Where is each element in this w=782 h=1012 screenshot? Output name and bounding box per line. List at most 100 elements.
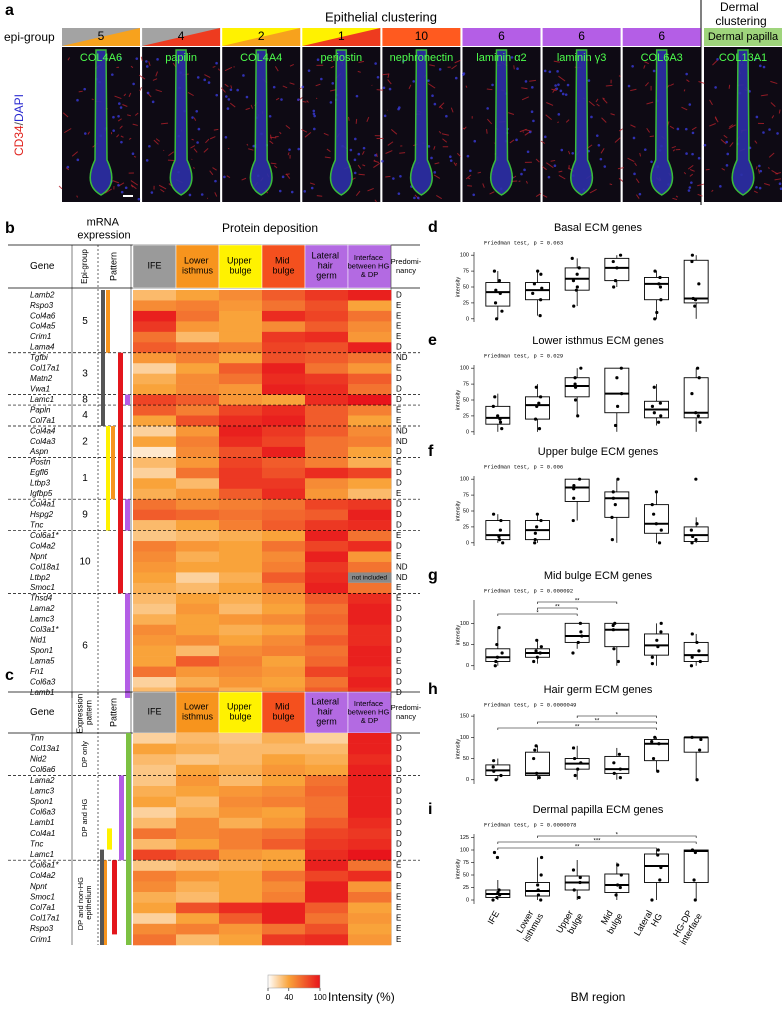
texture (453, 162, 457, 167)
data-point (495, 317, 499, 321)
stat-note: Friedman test, p = 0.0000049 (484, 701, 576, 708)
data-point (658, 878, 662, 882)
texture (392, 177, 395, 180)
texture (223, 175, 226, 179)
gene-label: Tgfbi (30, 353, 48, 362)
data-point (611, 259, 615, 264)
data-point (652, 411, 656, 415)
heat-cell (348, 828, 392, 840)
data-point (610, 515, 614, 519)
data-point (536, 888, 540, 892)
heat-cell (348, 541, 392, 552)
predominancy: ND (396, 573, 408, 582)
heat-cell (305, 775, 349, 787)
heat-cell (133, 582, 177, 594)
texture (473, 139, 477, 143)
heat-cell (262, 881, 306, 893)
heat-cell (176, 582, 220, 594)
texture (521, 96, 530, 101)
heat-cell (219, 796, 263, 808)
heat-cell (262, 849, 306, 861)
texture (301, 85, 305, 89)
heat-cell (219, 363, 263, 374)
heat-cell (176, 817, 220, 829)
group-label: 9 (82, 510, 88, 521)
texture (122, 104, 128, 107)
texture (303, 190, 307, 193)
texture (229, 88, 233, 92)
heat-cell (348, 764, 392, 776)
texture (456, 152, 461, 157)
predominancy: D (396, 646, 402, 655)
texture (116, 134, 120, 138)
heat-cell (305, 331, 349, 343)
texture (697, 193, 703, 197)
texture (324, 156, 331, 159)
data-point (610, 538, 614, 542)
predominancy: E (396, 552, 401, 561)
gene-label: Npnt (30, 552, 48, 561)
texture (326, 148, 331, 153)
heat-cell (348, 733, 392, 744)
box (525, 396, 550, 420)
column-header-cell (347, 691, 392, 734)
data-point (656, 645, 660, 649)
heat-cell (348, 310, 392, 322)
predominancy: D (396, 667, 402, 676)
heat-cell (219, 743, 263, 755)
texture (525, 180, 528, 184)
heat-cell (348, 860, 392, 872)
heat-cell (305, 764, 349, 776)
texture (153, 139, 159, 145)
heat-cell (219, 478, 263, 490)
heat-cell (133, 764, 177, 776)
data-point (532, 282, 537, 286)
gene-label: Col6a6 (30, 765, 56, 774)
heat-cell (176, 807, 220, 819)
heat-cell (262, 839, 306, 850)
group-label: 6 (498, 29, 505, 43)
heat-cell (176, 892, 220, 903)
heat-cell (133, 478, 177, 490)
texture (434, 162, 440, 165)
gene-label: Col13a1 (30, 744, 60, 753)
group-cell (222, 28, 301, 46)
sig-bracket (537, 721, 657, 724)
texture (540, 140, 546, 144)
pattern-bar (125, 394, 130, 406)
texture (132, 123, 138, 126)
texture (545, 114, 552, 121)
stat-note: Friedman test, p = 0.0000078 (484, 821, 576, 828)
stat-note: Friedman test, p = 0.000092 (484, 587, 573, 594)
heat-cell (176, 384, 220, 395)
predominancy: E (396, 364, 401, 373)
texture (413, 196, 416, 200)
heat-cell (219, 934, 263, 946)
texture (767, 167, 770, 169)
texture (449, 155, 452, 159)
texture (639, 152, 642, 157)
texture (686, 79, 690, 83)
data-point (653, 317, 657, 321)
heat-cell (219, 499, 263, 510)
texture (161, 122, 169, 125)
texture (762, 65, 766, 69)
column-header-cell (347, 244, 392, 289)
heat-cell (305, 488, 349, 500)
heat-cell (348, 321, 392, 333)
texture (268, 114, 272, 118)
panel-label: b (5, 220, 15, 237)
data-point (612, 771, 616, 775)
heat-cell (348, 478, 392, 490)
texture (148, 144, 151, 148)
heat-cell (219, 457, 263, 469)
texture (698, 81, 705, 84)
texture (289, 63, 294, 67)
sig-label: ** (575, 725, 580, 731)
column-header: Lateral hair germ (311, 251, 341, 281)
predominancy: E (396, 914, 401, 923)
data-point (693, 898, 697, 902)
data-point (497, 625, 501, 630)
texture (687, 164, 694, 170)
